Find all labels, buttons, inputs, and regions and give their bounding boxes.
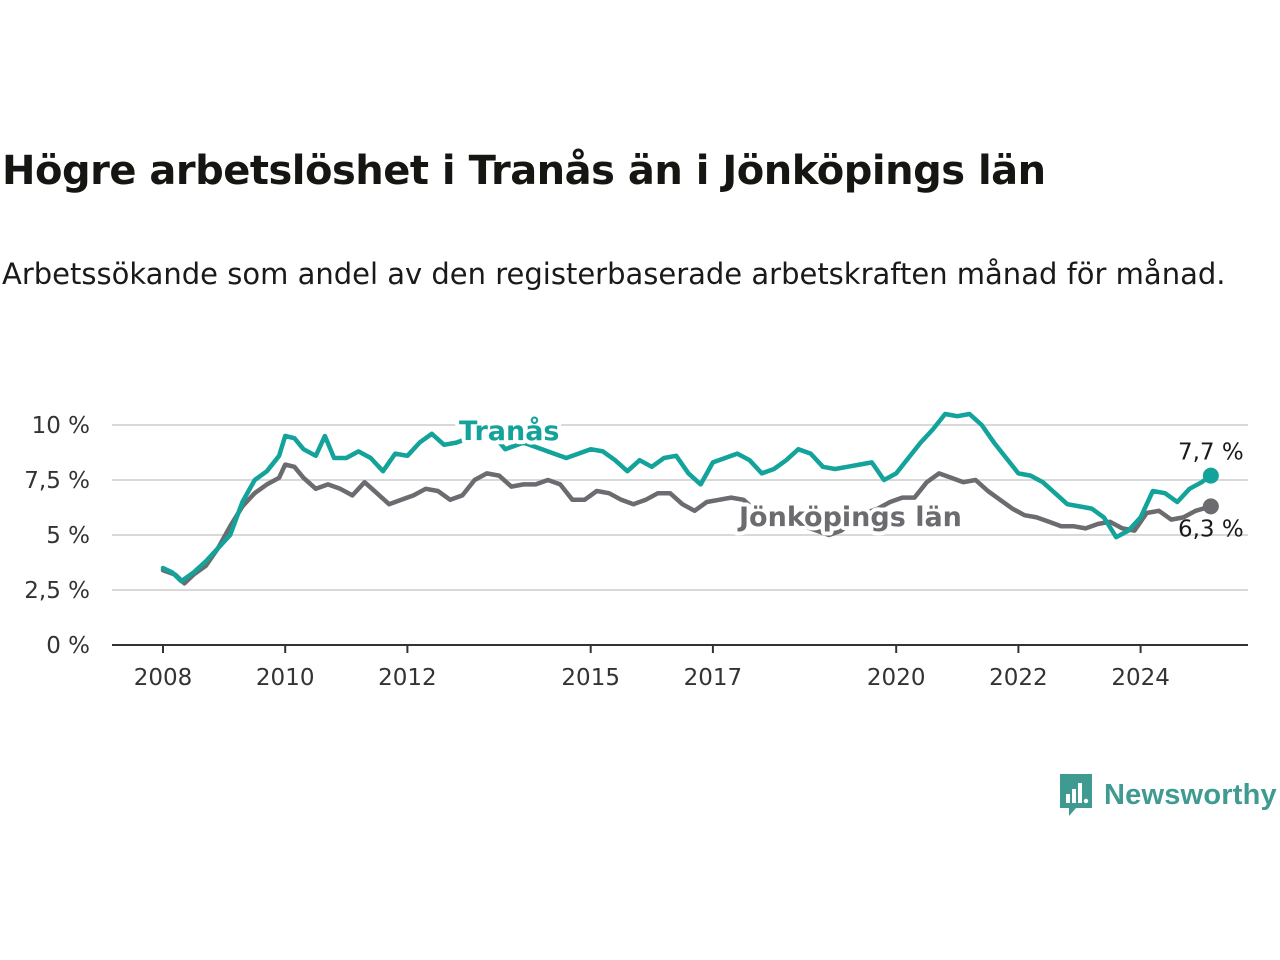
series-end-point bbox=[1202, 467, 1219, 484]
y-tick-label: 0 % bbox=[46, 633, 90, 659]
series-label: Jönköpings län bbox=[737, 502, 962, 533]
y-tick-label: 5 % bbox=[46, 523, 90, 549]
newsworthy-logo-icon bbox=[1060, 774, 1092, 816]
series-line bbox=[160, 411, 1214, 584]
x-tick-label: 2024 bbox=[1111, 665, 1170, 691]
end-value-label: 7,7 % bbox=[1178, 440, 1244, 466]
y-tick-label: 2,5 % bbox=[24, 578, 90, 604]
line-chart: 0 % 2,5 % 5 % 7,5 % 10 % 2008 2010 2012 2015 201… bbox=[24, 411, 1248, 691]
y-tick-label: 10 % bbox=[32, 413, 90, 439]
x-tick-label: 2012 bbox=[378, 665, 437, 691]
x-tick-label: 2020 bbox=[867, 665, 926, 691]
series-label: Tranås bbox=[459, 415, 560, 447]
x-tick-label: 2015 bbox=[561, 665, 620, 691]
series-end-point bbox=[1202, 498, 1219, 515]
end-value-label: 6,3 % bbox=[1178, 516, 1244, 542]
x-tick-label: 2017 bbox=[684, 665, 743, 691]
chart-subtitle: Arbetssökande som andel av den registerb… bbox=[2, 257, 1226, 291]
chart-title: Högre arbetslöshet i Tranås än i Jönköpi… bbox=[2, 148, 1046, 194]
x-axis-ticks: 2008 2010 2012 2015 2017 2020 2022 2024 bbox=[134, 645, 1170, 691]
newsworthy-brand[interactable]: Newsworthy bbox=[1058, 772, 1277, 818]
x-tick-label: 2008 bbox=[134, 665, 193, 691]
x-tick-label: 2022 bbox=[989, 665, 1048, 691]
y-axis-ticks: 0 % 2,5 % 5 % 7,5 % 10 % bbox=[24, 413, 90, 659]
x-tick-label: 2010 bbox=[256, 665, 315, 691]
grid-lines bbox=[112, 424, 1248, 646]
series-lines bbox=[160, 411, 1219, 586]
series-line bbox=[160, 462, 1214, 586]
y-tick-label: 7,5 % bbox=[24, 468, 90, 494]
brand-name: Newsworthy bbox=[1104, 778, 1277, 811]
series-label-halo: Jönköpings län bbox=[737, 502, 962, 533]
series-label-halo: Tranås bbox=[459, 415, 560, 447]
